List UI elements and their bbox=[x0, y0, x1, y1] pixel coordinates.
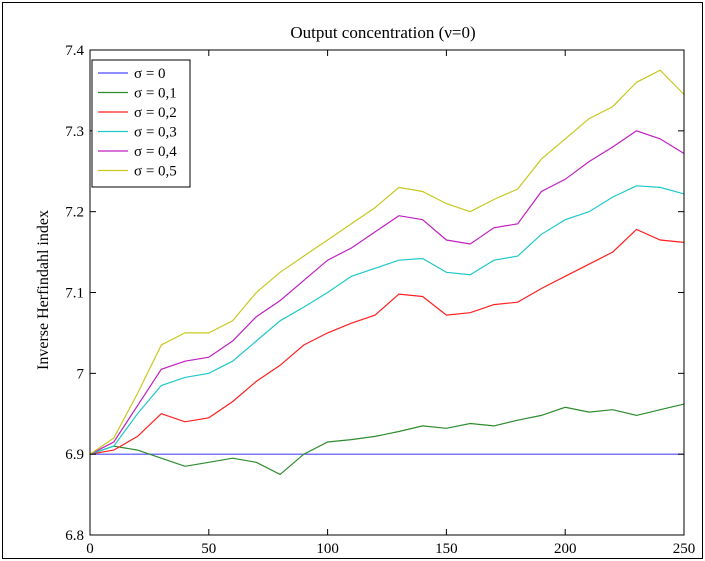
y-tick-label: 7.2 bbox=[65, 205, 84, 221]
legend-label: σ = 0,1 bbox=[134, 86, 177, 102]
legend-label: σ = 0,5 bbox=[134, 164, 177, 180]
series-line-2 bbox=[89, 228, 685, 455]
legend-label: σ = 0,4 bbox=[134, 144, 177, 160]
x-tick-label: 150 bbox=[435, 541, 458, 557]
series-line-5 bbox=[89, 69, 685, 455]
x-tick-label: 50 bbox=[201, 541, 216, 557]
y-tick-label: 6.8 bbox=[65, 528, 84, 544]
legend-box bbox=[91, 59, 191, 188]
series-layer bbox=[89, 69, 685, 476]
y-tick-label: 7.4 bbox=[65, 43, 84, 59]
legend-label: σ = 0 bbox=[134, 66, 166, 82]
legend-label: σ = 0,3 bbox=[134, 125, 177, 141]
y-tick-label: 6.9 bbox=[65, 447, 84, 463]
x-tick-label: 100 bbox=[316, 541, 339, 557]
series-line-4 bbox=[89, 130, 685, 455]
y-tick-label: 7.1 bbox=[65, 286, 84, 302]
y-tick-label: 7 bbox=[77, 366, 85, 382]
legend: σ = 0 σ = 0,1 σ = 0,2 σ = 0,3 σ = 0,4 σ = 0,5 bbox=[91, 59, 191, 188]
y-axis-label: Inverse Herfindahl index bbox=[35, 210, 52, 370]
x-tick-label: 0 bbox=[86, 541, 94, 557]
axis-ticks: 0 50 100 150 200 250 6.8 6.9 7 7.1 7.2 7.3 7.4 bbox=[65, 43, 695, 557]
x-tick-label: 200 bbox=[554, 541, 577, 557]
legend-label: σ = 0,2 bbox=[134, 105, 177, 121]
series-line-1 bbox=[89, 403, 685, 476]
series-line-3 bbox=[89, 185, 685, 455]
y-tick-label: 7.3 bbox=[65, 124, 84, 140]
x-tick-label: 250 bbox=[673, 541, 696, 557]
chart-title: Output concentration (ν=0) bbox=[290, 23, 475, 42]
